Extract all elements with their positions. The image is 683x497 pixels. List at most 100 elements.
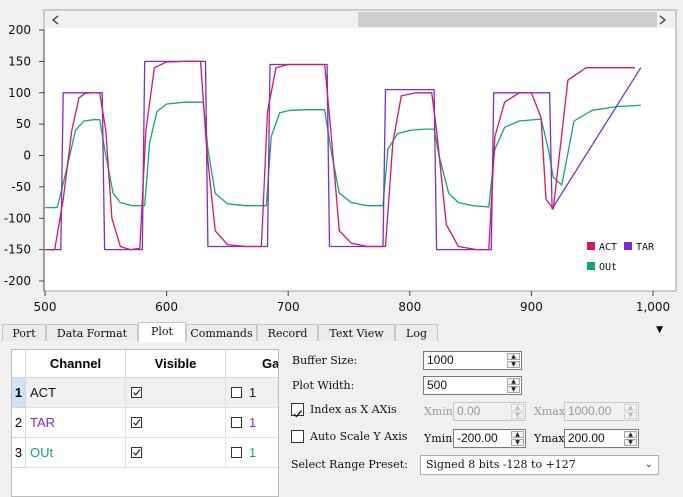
ymax-spinbox[interactable]: 200.00 ▲ ▼ [564,429,639,448]
series-layer [45,60,642,251]
auto-scale-label: Auto Scale Y Axis [310,430,408,443]
gain-value: 1 [249,385,257,400]
spin-down-icon[interactable]: ▼ [511,412,524,419]
visible-cell [126,438,226,468]
row-number[interactable]: 3 [12,438,26,468]
scroll-left-arrow-icon[interactable] [51,15,59,25]
spin-down-icon[interactable]: ▼ [511,439,524,446]
range-preset-dropdown[interactable]: Signed 8 bits -128 to +127 ⌄ [420,455,659,475]
index-as-x-label: Index as X AXis [310,403,397,416]
gain-value: 1 [249,415,257,430]
ymin-spinbox[interactable]: -200.00 ▲ ▼ [453,429,526,448]
tab-text-view[interactable]: Text View [318,324,395,341]
buffer-size-value: 1000 [427,353,454,367]
legend-swatch [587,242,595,250]
y-tick-label: 0 [23,149,31,163]
channel-name-cell[interactable]: ACT [26,378,126,408]
plot-width-label: Plot Width: [292,379,355,392]
gain-checkbox[interactable] [231,417,242,428]
series-line-out [45,101,641,209]
tab-list-dropdown-icon[interactable]: ▼ [656,325,663,335]
y-tick-label: -50 [11,180,31,194]
xmin-value: 0.00 [457,404,481,418]
legend-swatch [587,262,595,270]
xmax-value: 1000.00 [568,404,612,418]
tab-plot[interactable]: Plot [138,322,186,342]
range-preset-label: Select Range Preset: [291,458,408,471]
row-number[interactable]: 1 [12,378,26,408]
ymax-label: Ymax [534,432,565,445]
y-tick-label: -200 [4,274,31,288]
spin-down-icon[interactable]: ▼ [624,439,637,446]
y-axis: 200 150 100 50 0 -50 -100 -150 -200 [4,23,44,288]
legend-label: OUt [599,262,617,273]
visible-cell [126,408,226,438]
visible-checkbox[interactable] [131,447,142,458]
tab-log[interactable]: Log [395,324,438,341]
plot-settings-panel: Channel Visible Ga 1 ACT 1 2 TAR 1 3 OUt 1 Buffe… [0,341,683,497]
ymin-label: Ymin [424,432,453,445]
x-tick-label: 900 [520,300,543,314]
x-tick-label: 700 [277,300,300,314]
checkmark-icon [293,410,303,418]
ymax-value: 200.00 [568,431,605,445]
xmax-label: Xmax [534,405,566,418]
xmax-spinbox[interactable]: 1000.00 ▲ ▼ [564,402,639,421]
chevron-down-icon: ⌄ [644,459,653,470]
table-corner [12,350,26,378]
plot-area[interactable]: 200 150 100 50 0 -50 -100 -150 -200 500 600 700 800… [0,0,683,322]
spin-up-icon[interactable]: ▲ [511,404,524,411]
y-tick-label: 50 [16,117,31,131]
legend: ACT TAR OUt [587,242,655,273]
legend-label: TAR [636,242,655,253]
legend-swatch [624,242,632,250]
legend-label: ACT [599,242,617,253]
gain-value: 1 [249,445,257,460]
column-header-gain[interactable]: Ga [226,350,278,378]
x-tick-label: 1,000 [636,300,670,314]
visible-cell [126,378,226,408]
channel-name-cell[interactable]: TAR [26,408,126,438]
series-line-act [45,60,635,251]
tab-data-format[interactable]: Data Format [46,324,138,341]
row-number[interactable]: 2 [12,408,26,438]
x-tick-label: 500 [34,300,57,314]
y-tick-label: 200 [8,23,31,37]
tab-commands[interactable]: Commands [186,324,257,341]
channel-name-cell[interactable]: OUt [26,438,126,468]
visible-checkbox[interactable] [131,387,142,398]
scroll-right-arrow-icon[interactable] [659,15,667,25]
spin-up-icon[interactable]: ▲ [624,431,637,438]
ymin-value: -200.00 [457,431,498,445]
gain-checkbox[interactable] [231,387,242,398]
spin-up-icon[interactable]: ▲ [507,353,520,360]
xmin-spinbox[interactable]: 0.00 ▲ ▼ [453,402,526,421]
scrollbar-thumb[interactable] [358,12,657,27]
spin-up-icon[interactable]: ▲ [624,404,637,411]
gain-checkbox[interactable] [231,447,242,458]
visible-checkbox[interactable] [131,417,142,428]
x-axis: 500 600 700 800 900 1,000 [34,291,670,314]
index-as-x-checkbox[interactable] [291,403,304,418]
column-header-visible[interactable]: Visible [126,350,226,378]
buffer-size-spinbox[interactable]: 1000 ▲ ▼ [423,351,522,370]
y-tick-label: 150 [8,54,31,68]
column-header-channel[interactable]: Channel [26,350,126,378]
gain-cell: 1 [226,408,278,438]
y-tick-label: 100 [8,86,31,100]
plot-width-spinbox[interactable]: 500 ▲ ▼ [423,376,522,395]
tab-bar: Port Data Format Plot Commands Record Te… [0,322,683,342]
range-preset-value: Signed 8 bits -128 to +127 [426,458,576,471]
x-tick-label: 800 [398,300,421,314]
auto-scale-checkbox[interactable] [291,430,304,443]
tab-record[interactable]: Record [257,324,318,341]
y-tick-label: -150 [4,243,31,257]
spin-down-icon[interactable]: ▼ [507,386,520,393]
tab-port[interactable]: Port [2,324,46,341]
spin-up-icon[interactable]: ▲ [511,431,524,438]
spin-down-icon[interactable]: ▼ [624,412,637,419]
spin-up-icon[interactable]: ▲ [507,378,520,385]
spin-down-icon[interactable]: ▼ [507,361,520,368]
checkmark-icon [133,389,141,396]
